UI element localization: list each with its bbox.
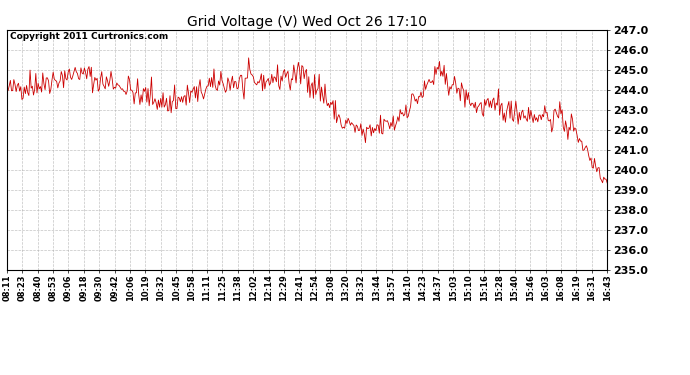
Text: Copyright 2011 Curtronics.com: Copyright 2011 Curtronics.com bbox=[10, 32, 168, 41]
Title: Grid Voltage (V) Wed Oct 26 17:10: Grid Voltage (V) Wed Oct 26 17:10 bbox=[187, 15, 427, 29]
